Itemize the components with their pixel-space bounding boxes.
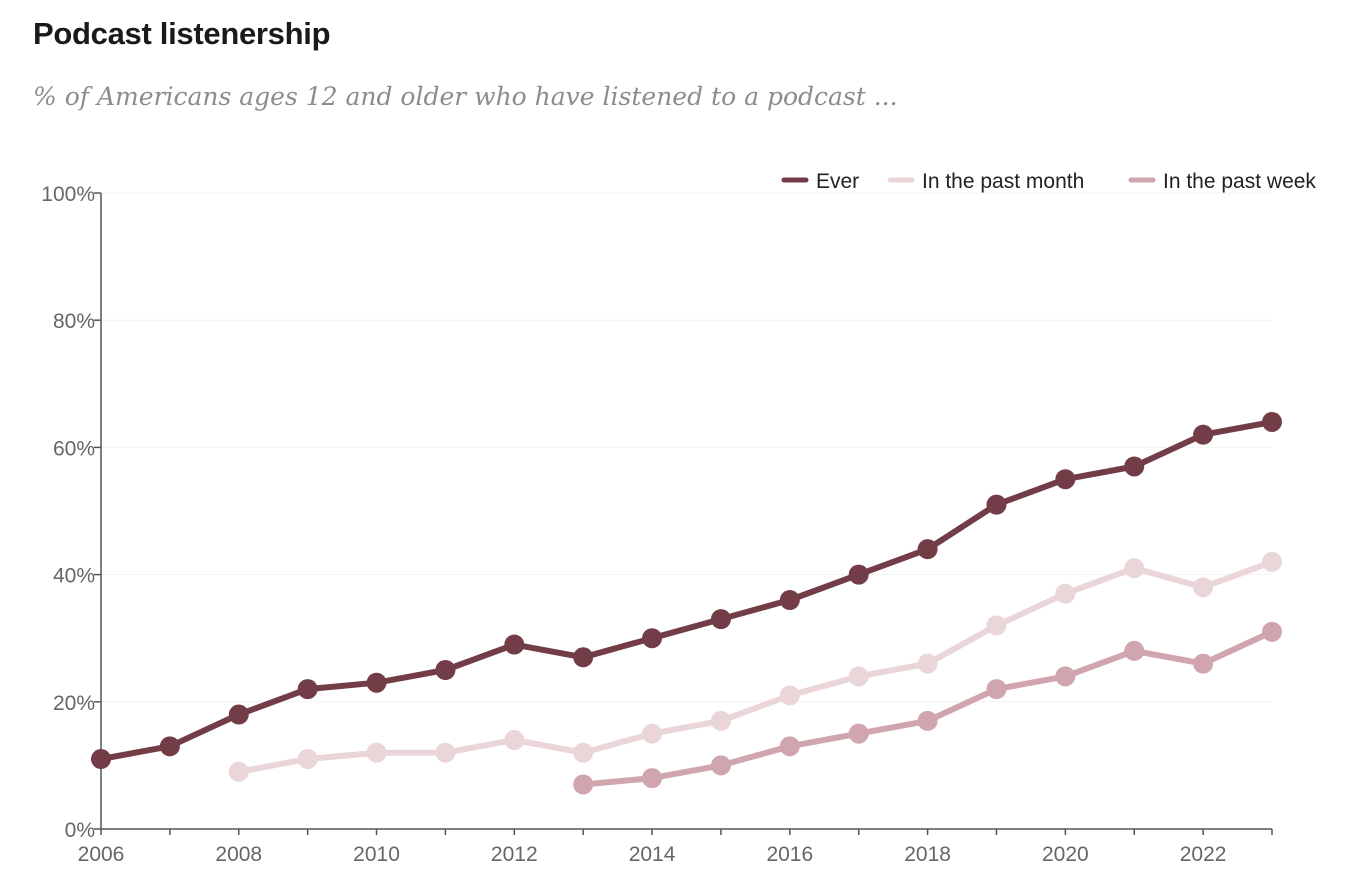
x-tick-label: 2010 (353, 843, 400, 866)
x-tick-label: 2012 (491, 843, 538, 866)
data-point-in-the-past-month (642, 723, 663, 744)
data-point-in-the-past-month (435, 742, 456, 763)
data-point-ever (779, 590, 800, 611)
data-point-ever (91, 749, 111, 770)
y-tick-label: 0% (65, 819, 95, 842)
legend-label-in-the-past-month: In the past month (922, 170, 1084, 193)
chart-title: Podcast listenership (33, 16, 331, 51)
data-point-ever (1124, 456, 1145, 477)
data-point-ever (986, 494, 1007, 515)
data-point-in-the-past-month (848, 666, 869, 687)
data-point-in-the-past-week (1262, 621, 1282, 642)
data-point-in-the-past-week (573, 774, 594, 795)
data-point-in-the-past-week (1193, 653, 1214, 674)
x-tick-label: 2018 (904, 843, 951, 866)
data-point-ever (297, 679, 318, 700)
data-point-ever (366, 672, 387, 693)
y-tick-label: 20% (53, 692, 95, 715)
data-point-ever (710, 609, 731, 630)
data-point-in-the-past-month (779, 685, 800, 706)
series-line-ever (98, 419, 1275, 762)
data-point-ever (228, 704, 249, 725)
data-point-in-the-past-week (642, 768, 663, 789)
data-point-in-the-past-month (710, 710, 731, 731)
data-point-in-the-past-month (573, 742, 594, 763)
y-tick-label: 80% (53, 310, 95, 333)
data-point-in-the-past-month (504, 729, 525, 750)
legend-label-ever: Ever (816, 170, 859, 193)
data-point-in-the-past-week (1124, 640, 1145, 661)
data-point-in-the-past-week (986, 679, 1007, 700)
data-point-ever (917, 539, 938, 560)
data-point-ever (1055, 469, 1076, 490)
data-point-in-the-past-month (366, 742, 387, 763)
data-point-in-the-past-week (779, 736, 800, 757)
data-point-ever (642, 628, 663, 649)
data-point-in-the-past-week (917, 710, 938, 731)
data-point-in-the-past-month (1262, 551, 1282, 572)
data-point-in-the-past-month (297, 749, 318, 770)
x-tick-label: 2006 (78, 843, 125, 866)
x-tick-label: 2020 (1042, 843, 1089, 866)
x-tick-label: 2016 (766, 843, 813, 866)
data-point-ever (848, 564, 869, 585)
data-point-in-the-past-week (1055, 666, 1076, 687)
data-point-ever (159, 736, 180, 757)
y-tick-label: 40% (53, 565, 95, 588)
legend-label-in-the-past-week: In the past week (1163, 170, 1316, 193)
data-point-in-the-past-month (1055, 583, 1076, 604)
data-point-in-the-past-month (1193, 577, 1214, 598)
data-point-ever (1262, 411, 1282, 432)
data-point-in-the-past-week (710, 755, 731, 776)
data-point-in-the-past-week (848, 723, 869, 744)
data-point-in-the-past-month (917, 653, 938, 674)
x-tick-label: 2014 (629, 843, 676, 866)
data-point-in-the-past-month (1124, 558, 1145, 579)
x-tick-label: 2022 (1180, 843, 1227, 866)
series-line-in-the-past-month (235, 558, 1275, 775)
y-tick-label: 100% (41, 183, 95, 206)
data-point-ever (1193, 424, 1214, 445)
x-tick-label: 2008 (215, 843, 262, 866)
y-tick-label: 60% (53, 437, 95, 460)
data-point-in-the-past-month (986, 615, 1007, 636)
data-point-in-the-past-month (228, 761, 249, 782)
chart-subtitle: % of Americans ages 12 and older who hav… (33, 82, 898, 111)
data-point-ever (504, 634, 525, 655)
data-point-ever (435, 660, 456, 680)
data-point-ever (573, 647, 594, 668)
